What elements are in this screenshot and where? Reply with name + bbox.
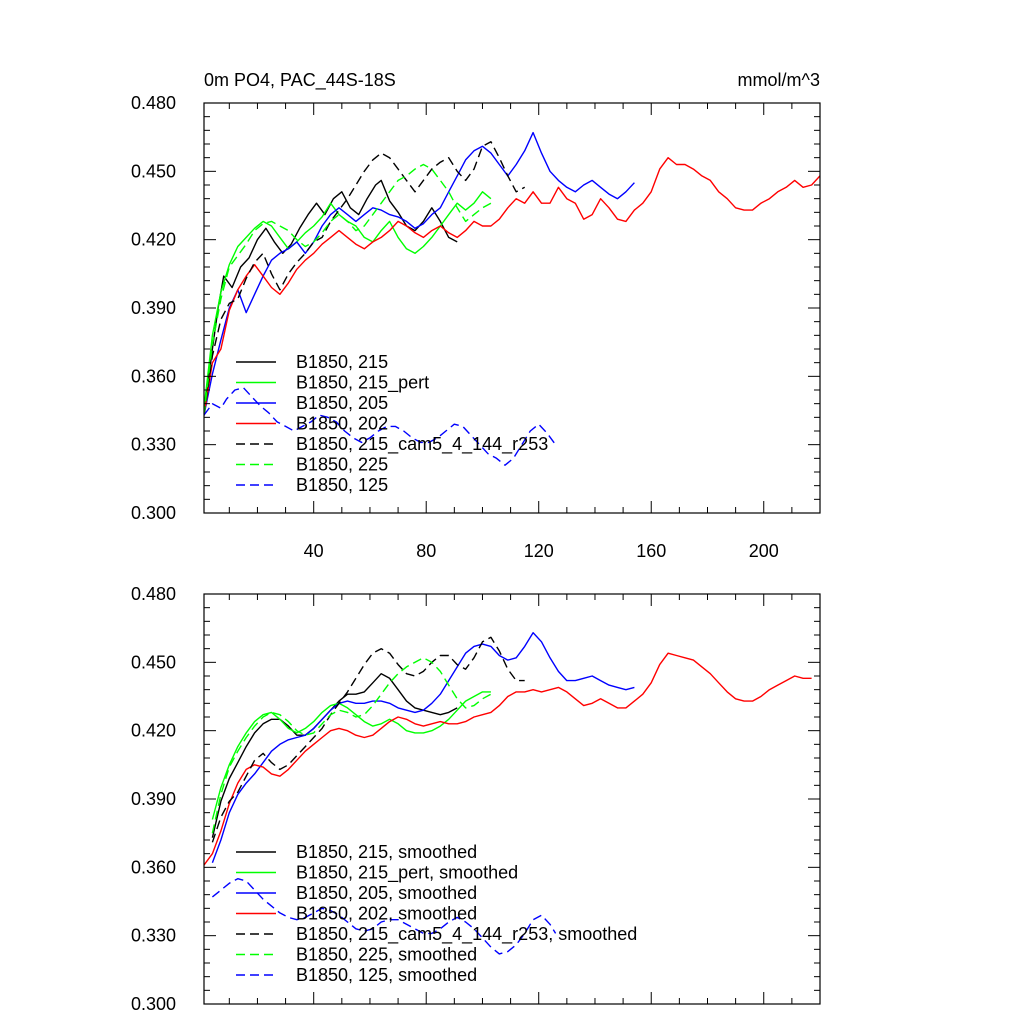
top-y-tick-label: 0.450 <box>131 161 176 181</box>
top-y-tick-label: 0.480 <box>131 93 176 113</box>
bottom-panel: 0.300 0.330 0.360 0.390 0.420 0.450 0.480 B1850… <box>131 584 821 1014</box>
bottom-legend-label-5: B1850, 215_cam5_4_144_r253, smoothed <box>296 924 637 945</box>
bottom-legend-label-7: B1850, 125, smoothed <box>296 965 477 985</box>
bottom-series-line-5 <box>211 636 525 843</box>
top-x-tick-label: 40 <box>304 541 324 561</box>
top-series-line-4 <box>204 157 820 416</box>
top-y-tick-label: 0.390 <box>131 298 176 318</box>
top-x-tick-label: 120 <box>524 541 554 561</box>
top-legend-label-4: B1850, 202 <box>296 414 388 434</box>
top-series-line-7 <box>204 387 557 466</box>
bottom-series-line-1 <box>211 673 458 838</box>
bottom-series-line-3 <box>211 632 635 864</box>
bottom-y-tick-label: 0.450 <box>131 652 176 672</box>
top-x-tick-label: 160 <box>636 541 666 561</box>
bottom-legend-label-2: B1850, 215_pert, smoothed <box>296 863 518 884</box>
top-legend-label-5: B1850, 215_cam5_4_144_r253 <box>296 434 548 455</box>
top-y-tick-label: 0.420 <box>131 230 176 250</box>
top-x-tick-label: 200 <box>749 541 779 561</box>
top-x-tick-label: 80 <box>416 541 436 561</box>
bottom-plot-area: 0.300 0.330 0.360 0.390 0.420 0.450 0.480 B1850… <box>131 584 821 1014</box>
top-panel-title: 0m PO4, PAC_44S-18S <box>204 70 396 91</box>
top-panel-units: mmol/m^3 <box>738 70 820 90</box>
top-series-line-6 <box>204 163 492 416</box>
bottom-y-tick-label: 0.360 <box>131 857 176 877</box>
top-y-tick-label: 0.330 <box>131 435 176 455</box>
bottom-y-tick-label: 0.390 <box>131 789 176 809</box>
top-series-line-5 <box>204 141 526 416</box>
bottom-y-tick-label: 0.330 <box>131 926 176 946</box>
top-y-tick-label: 0.300 <box>131 503 176 523</box>
bottom-series-line-4 <box>204 652 812 866</box>
bottom-y-tick-label: 0.480 <box>131 584 176 604</box>
top-legend-label-7: B1850, 125 <box>296 475 388 495</box>
top-legend-label-2: B1850, 215_pert <box>296 373 429 394</box>
top-legend-label-1: B1850, 215 <box>296 352 388 372</box>
bottom-legend-label-1: B1850, 215, smoothed <box>296 842 477 862</box>
bottom-y-tick-label: 0.300 <box>131 994 176 1014</box>
top-plot-area: 0.300 0.330 0.360 0.390 0.420 0.450 0.480 40 80 1… <box>131 93 821 561</box>
bottom-y-tick-label: 0.420 <box>131 721 176 741</box>
bottom-series-line-7 <box>211 878 557 955</box>
bottom-legend-label-4: B1850, 202, smoothed <box>296 904 477 924</box>
bottom-legend-label-3: B1850, 205, smoothed <box>296 883 477 903</box>
top-series-line-3 <box>204 131 635 416</box>
top-legend-label-6: B1850, 225 <box>296 455 388 475</box>
bottom-legend-label-6: B1850, 225, smoothed <box>296 945 477 965</box>
top-legend-label-3: B1850, 205 <box>296 393 388 413</box>
top-y-tick-label: 0.360 <box>131 366 176 386</box>
top-panel: 0m PO4, PAC_44S-18S mmol/m^3 0.3000.3300… <box>131 70 821 561</box>
